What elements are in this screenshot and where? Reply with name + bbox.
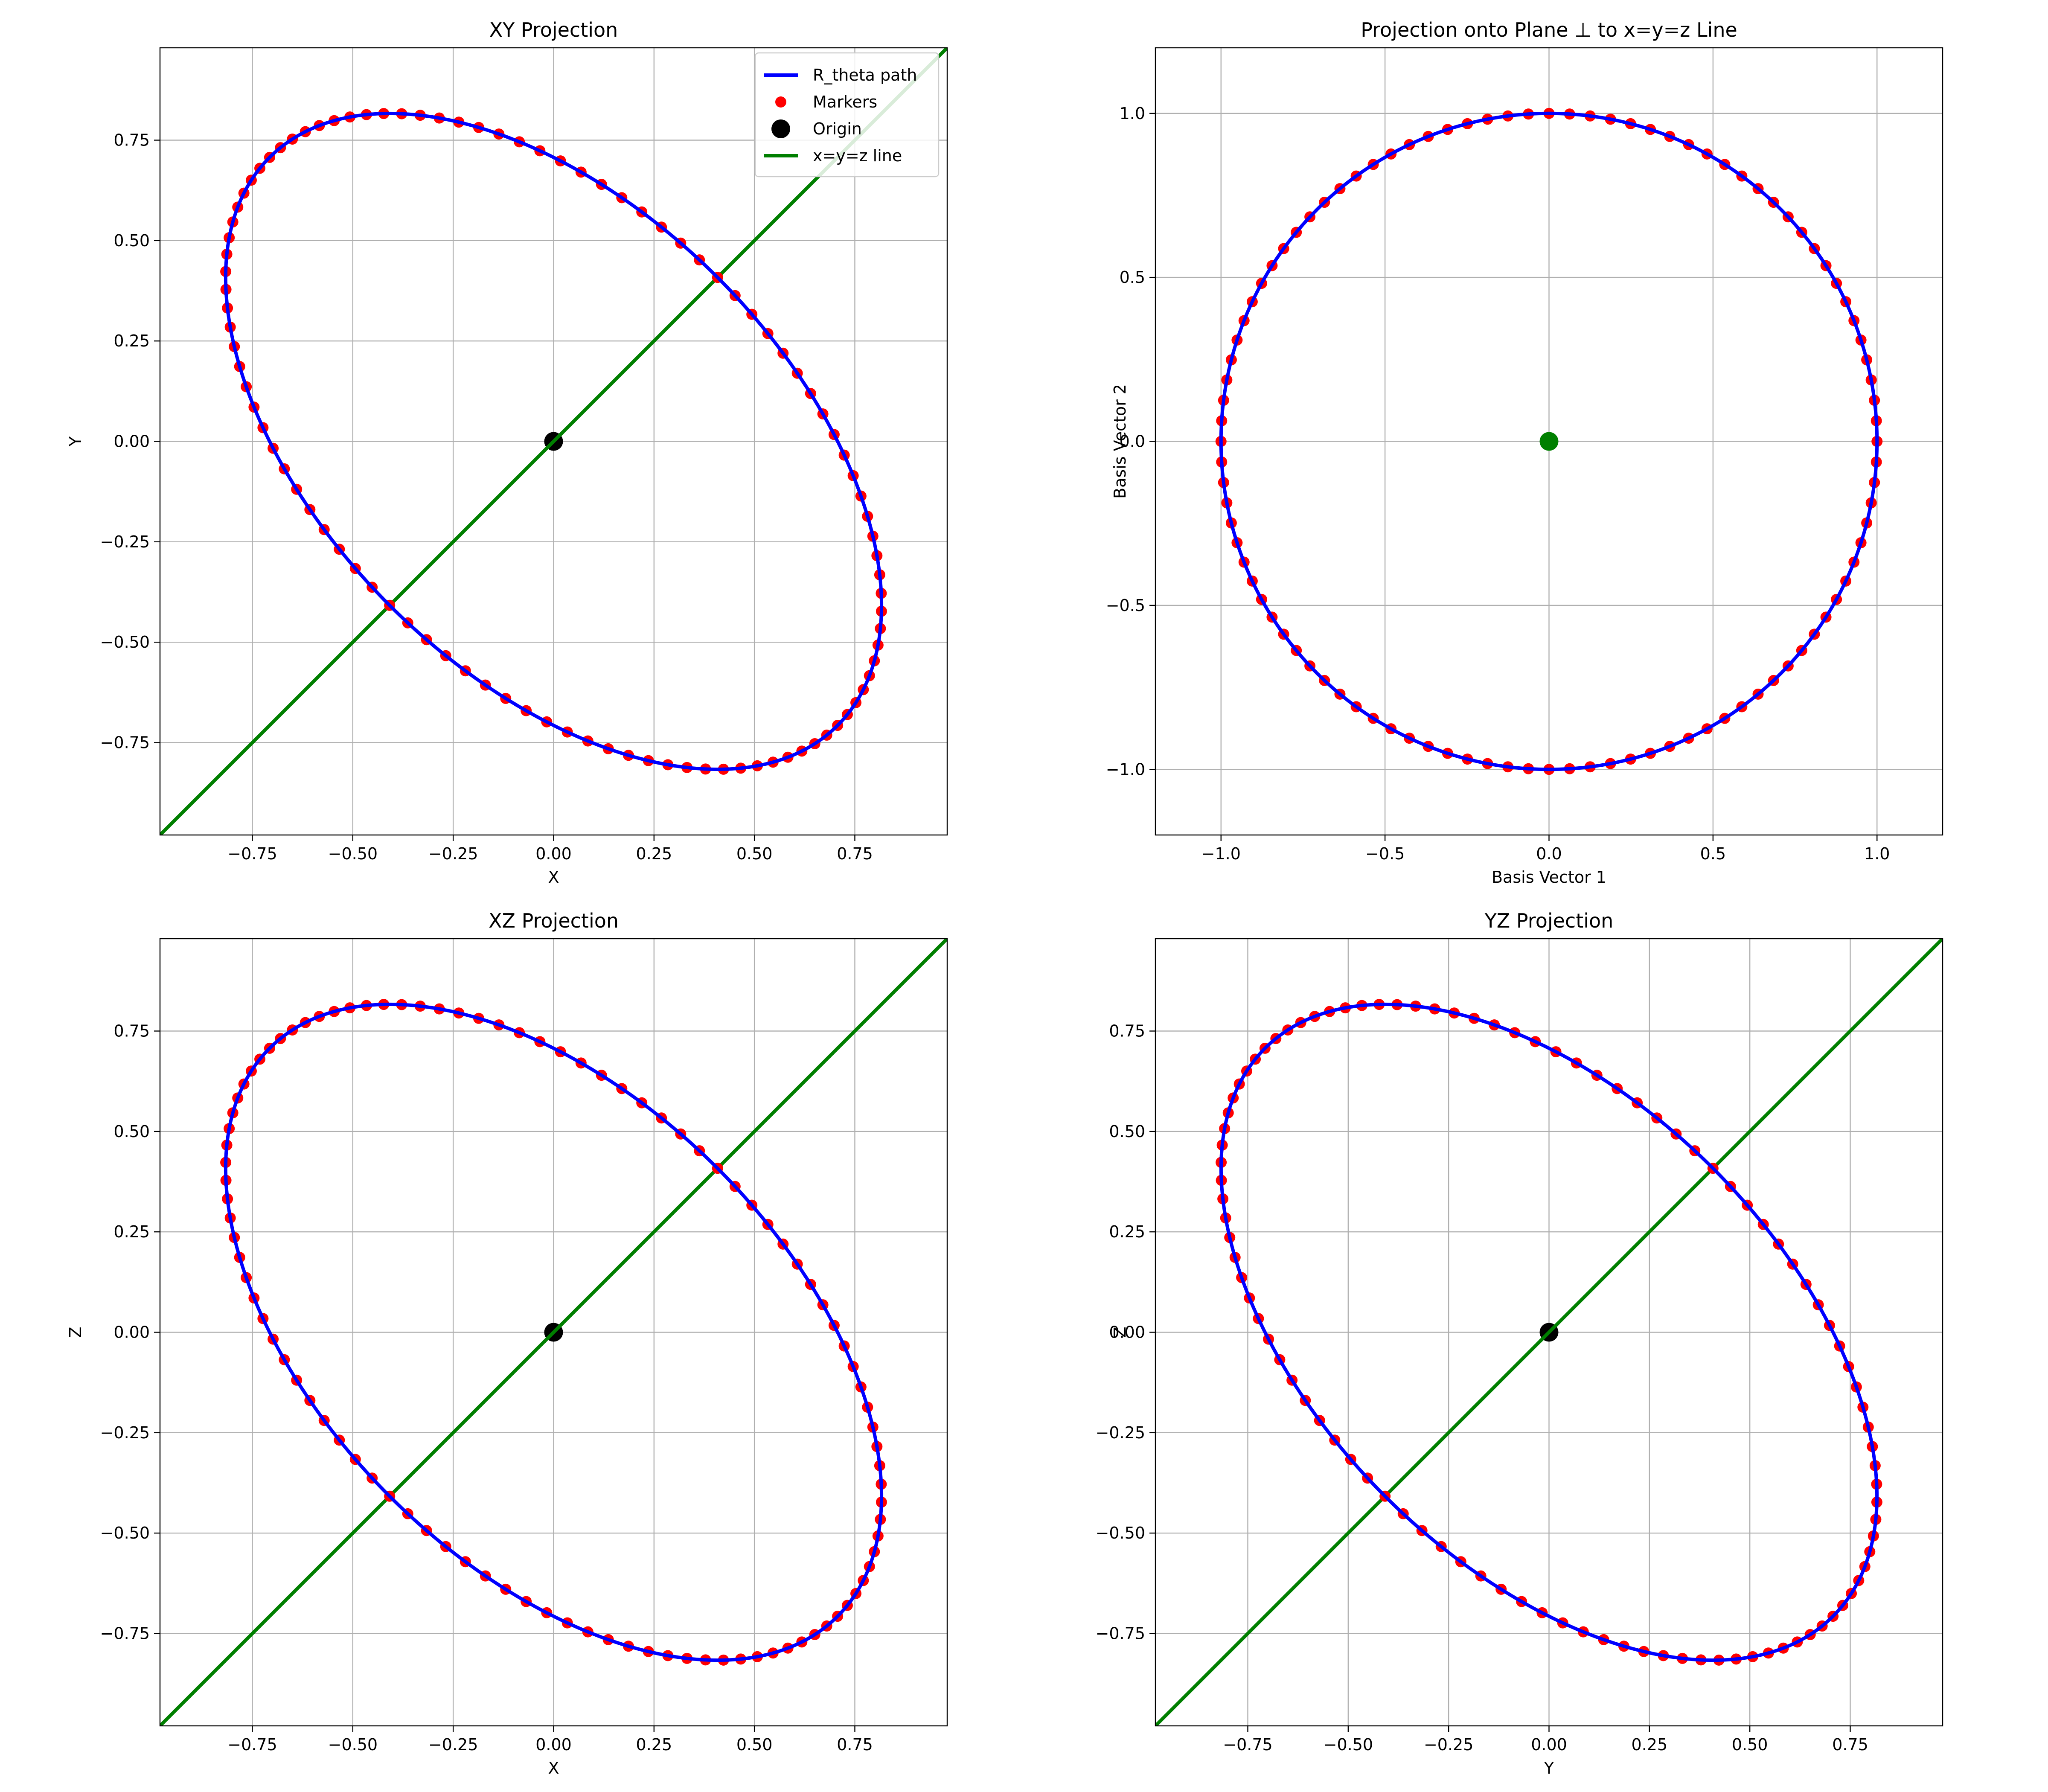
x-tick-label: −0.50: [328, 1735, 378, 1754]
x-tick-label: 0.75: [1832, 1735, 1868, 1754]
legend-label: Markers: [813, 93, 877, 111]
panel-xy: −0.75 −0.50 −0.25 0.00 0.25 0.50 0.75 −0.75 −0.5…: [66, 18, 948, 887]
panel-yz: −0.75 −0.50 −0.25 0.00 0.25 0.50 0.75 −0.75 −0.5…: [1096, 909, 1943, 1777]
y-tick-label: 0.50: [113, 231, 150, 250]
y-tick-label: 0.25: [113, 332, 150, 350]
chart-title: YZ Projection: [1484, 909, 1614, 932]
y-tick-label: 0.25: [113, 1222, 150, 1241]
y-tick-label: 0.50: [1109, 1122, 1145, 1141]
panel-perp: −1.0 −0.5 0.0 0.5 1.0 −1.0 −0.5 0.0 0.5 1.0 Projec…: [1106, 18, 1943, 887]
y-tick-label: −0.50: [1096, 1524, 1145, 1542]
y-tick-label: 0.00: [113, 1323, 150, 1342]
legend-label: x=y=z line: [813, 146, 902, 165]
legend-origin-swatch: [771, 119, 790, 138]
x-axis-label: Basis Vector 1: [1492, 868, 1606, 887]
x-tick-label: −0.75: [227, 844, 277, 863]
x-tick-label: −0.5: [1365, 844, 1405, 863]
x-tick-label: 0.50: [736, 844, 773, 863]
x-tick-label: 0.75: [837, 1735, 873, 1754]
legend-box: [754, 52, 940, 177]
r-theta-path: [1219, 111, 1879, 771]
plot-area-xz: [160, 939, 947, 1726]
x-tick-label: −1.0: [1201, 844, 1241, 863]
x-tick-label: −0.25: [428, 1735, 478, 1754]
x-tick-label: 0.75: [837, 844, 873, 863]
y-axis-label: Z: [1111, 1327, 1129, 1338]
x-tick-label: 0.25: [636, 1735, 672, 1754]
plot-area-yz: [1155, 939, 1943, 1726]
y-tick-label: 0.00: [113, 432, 150, 451]
y-tick-label: −0.25: [100, 1423, 150, 1442]
y-tick-label: 0.00: [1109, 1323, 1145, 1342]
y-tick-label: −0.50: [100, 1524, 150, 1542]
r-theta-path: [224, 111, 884, 771]
x-tick-label: −0.25: [428, 844, 478, 863]
origin-point: [1539, 432, 1559, 451]
panel-xz: −0.75 −0.50 −0.25 0.00 0.25 0.50 0.75 −0.75 −0.5…: [66, 909, 948, 1777]
y-axis-label: Y: [66, 436, 85, 447]
diagonal-over-origin: [543, 1321, 564, 1343]
y-tick-label: −0.75: [1096, 1624, 1145, 1643]
y-tick-label: 0.50: [113, 1122, 150, 1141]
diagonal-over-origin: [1538, 1321, 1560, 1343]
x-axis-label: Y: [1544, 1759, 1554, 1777]
y-tick-label: −0.75: [100, 1624, 150, 1643]
y-tick-label: 0.75: [113, 131, 150, 150]
y-tick-label: 0.0: [1120, 432, 1145, 451]
r-theta-path: [1219, 1002, 1879, 1662]
y-tick-label: 0.75: [113, 1022, 150, 1041]
x-tick-label: −0.25: [1424, 1735, 1473, 1754]
x-axis-label: X: [548, 868, 559, 887]
y-tick-label: −0.5: [1106, 596, 1145, 615]
x-tick-label: 0.25: [1632, 1735, 1668, 1754]
x-tick-label: 0.0: [1536, 844, 1562, 863]
y-tick-label: −0.25: [1096, 1423, 1145, 1442]
y-tick-label: −0.50: [100, 633, 150, 652]
y-tick-label: 0.5: [1120, 268, 1145, 287]
y-tick-label: 0.75: [1109, 1022, 1145, 1041]
x-tick-label: 0.50: [1732, 1735, 1768, 1754]
x-tick-label: 1.0: [1864, 844, 1890, 863]
x-tick-label: −0.50: [1324, 1735, 1373, 1754]
x-tick-label: 0.00: [535, 844, 572, 863]
diagonal-over-origin: [543, 431, 564, 452]
x-axis-label: X: [548, 1759, 559, 1777]
x-tick-label: −0.75: [1223, 1735, 1272, 1754]
y-tick-label: −1.0: [1106, 760, 1145, 779]
x-tick-label: −0.75: [227, 1735, 277, 1754]
y-tick-label: −0.75: [100, 733, 150, 752]
y-axis-label: Basis Vector 2: [1111, 384, 1129, 499]
plot-area-xy: [160, 48, 947, 835]
plot-area-perp: [1215, 108, 1883, 775]
legend-dot-swatch: [775, 96, 786, 108]
y-tick-label: −0.25: [100, 532, 150, 551]
x-tick-label: 0.5: [1700, 844, 1726, 863]
x-tick-label: 0.00: [1531, 1735, 1567, 1754]
chart-title: XZ Projection: [489, 909, 619, 932]
r-theta-path: [224, 1002, 884, 1662]
x-tick-label: 0.25: [636, 844, 672, 863]
legend-label: Origin: [813, 119, 862, 138]
y-tick-label: 1.0: [1120, 104, 1145, 123]
chart-title: XY Projection: [489, 18, 618, 41]
y-axis-label: Z: [66, 1327, 85, 1338]
legend: R_theta path Markers Origin x=y=z line: [754, 52, 940, 177]
y-tick-label: 0.25: [1109, 1222, 1145, 1241]
x-tick-label: −0.50: [328, 844, 378, 863]
x-tick-label: 0.50: [736, 1735, 773, 1754]
chart-title: Projection onto Plane ⊥ to x=y=z Line: [1361, 18, 1737, 41]
x-tick-label: 0.00: [535, 1735, 572, 1754]
legend-label: R_theta path: [813, 66, 917, 84]
